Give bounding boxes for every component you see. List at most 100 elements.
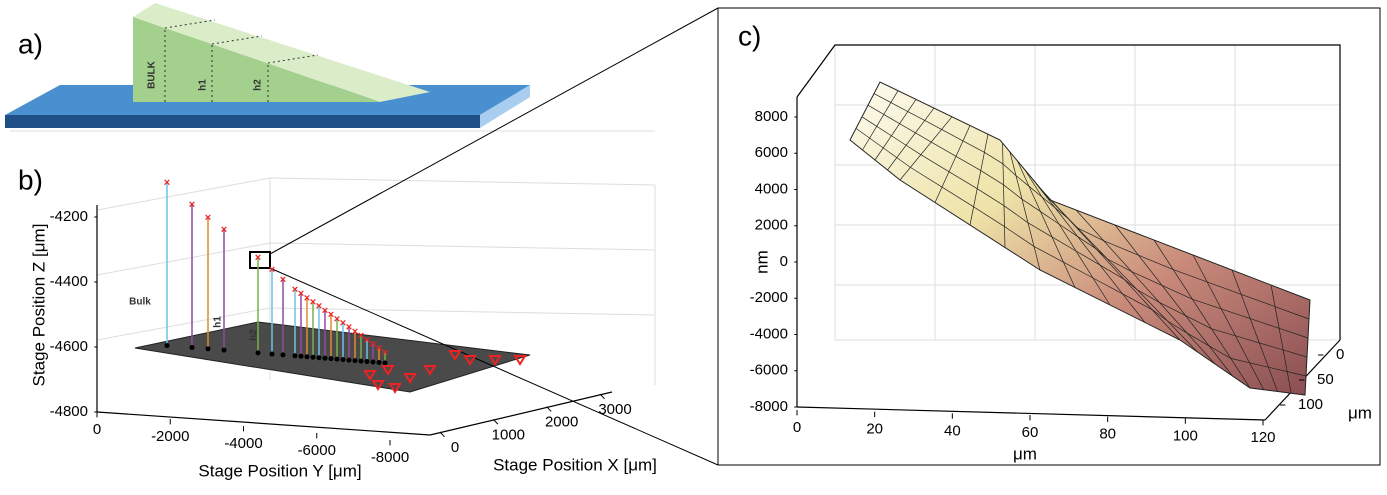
wedge-dividers — [164, 19, 319, 102]
marker: × — [292, 284, 298, 296]
tick-label: 120 — [1250, 429, 1275, 446]
tick-label: -6000 — [298, 442, 336, 459]
mesh-line — [873, 93, 1310, 320]
triangle-marker — [388, 383, 402, 394]
tick-label: 0 — [780, 253, 788, 270]
grid-walls — [96, 177, 656, 385]
triangle-marker — [371, 380, 385, 391]
tick-label: 50 — [1317, 371, 1334, 388]
annotation: Bulk — [129, 297, 151, 308]
base-dot — [269, 351, 275, 357]
tick-label: -6000 — [750, 362, 788, 379]
mesh-line — [1075, 209, 1216, 365]
mesh-line — [1192, 254, 1265, 390]
wedge-label: BULK — [147, 60, 158, 89]
zoom-line — [269, 267, 719, 466]
tick-label: 100 — [1298, 396, 1323, 413]
panel-label: c) — [738, 20, 761, 51]
base-dot — [370, 359, 376, 365]
mesh-line — [969, 134, 989, 226]
x-axis-title: μm — [1013, 444, 1037, 463]
base-dot — [292, 353, 298, 359]
marker: × — [334, 313, 340, 325]
mesh-line — [1002, 142, 1006, 248]
tick-label: -2000 — [151, 428, 189, 445]
mesh-line — [862, 90, 899, 151]
marker: × — [221, 224, 227, 236]
zoom-box — [249, 251, 271, 269]
tick-label: 4000 — [755, 180, 788, 197]
box-edge — [796, 44, 1341, 340]
wedge-label: h1 — [198, 79, 209, 91]
marker: × — [376, 343, 382, 355]
tick-label: -4400 — [50, 273, 88, 290]
panel-b: Bulk h1 h2 Stage Position Z [μm] Stage P… — [10, 7, 719, 480]
triangle-marker — [363, 370, 377, 381]
panel-a: BULK h1 h2 a) — [5, 3, 530, 128]
marker: × — [352, 326, 358, 338]
mesh-line — [1231, 269, 1278, 392]
mesh-line — [855, 128, 1307, 377]
tick-label: 60 — [1022, 424, 1039, 441]
marker: × — [358, 330, 364, 342]
y-axis-title: μm — [1348, 403, 1372, 422]
z-axis-title: Stage Position Z [μm] — [29, 224, 48, 387]
tick-label: -4600 — [50, 338, 88, 355]
marker: × — [298, 288, 304, 300]
tick-label: 0 — [1336, 346, 1344, 363]
marker: × — [316, 301, 322, 313]
base-dot — [334, 356, 340, 362]
base-dot — [310, 354, 316, 360]
mesh-line — [934, 125, 971, 203]
base-dot — [164, 343, 170, 349]
mesh-line — [867, 104, 1309, 339]
marker: × — [189, 199, 195, 211]
tick-label: 80 — [1099, 426, 1116, 443]
y-axis — [96, 411, 431, 436]
base-dot — [322, 355, 328, 361]
marker: × — [269, 264, 275, 276]
panel-label: b) — [18, 164, 43, 195]
base-dot — [340, 357, 346, 363]
mesh-line — [1153, 239, 1251, 389]
tick-label: 2000 — [755, 217, 788, 234]
z-axis-title: nm — [752, 250, 771, 274]
triangle-marker — [488, 355, 502, 366]
base-dot — [382, 360, 388, 366]
wedge-label: h2 — [253, 79, 264, 91]
base-dot — [304, 354, 310, 360]
base-dot — [358, 358, 364, 364]
tick-mark — [439, 431, 445, 438]
mesh-line — [899, 116, 953, 181]
tick-label: -4000 — [750, 325, 788, 342]
mesh-line — [887, 107, 935, 171]
tick-label: 0 — [93, 421, 101, 438]
x-axis — [429, 391, 613, 436]
annotation: h1 — [213, 316, 224, 328]
tick-label: 100 — [1173, 427, 1198, 444]
mesh-line — [861, 116, 1308, 358]
base-dot — [376, 360, 382, 366]
base-dot — [346, 357, 352, 363]
marker: × — [364, 334, 370, 346]
base-dot — [280, 352, 286, 358]
panel-label: a) — [18, 28, 43, 59]
mesh-line — [1032, 178, 1146, 323]
marker: × — [255, 252, 261, 264]
marker: × — [280, 274, 286, 286]
marker: × — [370, 339, 376, 351]
base-dot — [189, 345, 195, 351]
panel-c: nm μm μm c) 80006000400020000-2000-4000-… — [717, 7, 1381, 466]
triangle-marker — [463, 355, 477, 366]
tick-label: -4800 — [50, 403, 88, 420]
x-axis-title: Stage Position X [μm] — [493, 455, 657, 474]
tick-label: -8000 — [371, 449, 409, 466]
marker: × — [322, 305, 328, 317]
wedge-top — [133, 3, 430, 102]
y-axis-title: Stage Position Y [μm] — [198, 461, 361, 480]
mesh-line — [1024, 169, 1111, 306]
mesh-line — [1017, 160, 1076, 288]
mesh-line — [1270, 284, 1292, 394]
annotation: h2 — [249, 329, 260, 341]
